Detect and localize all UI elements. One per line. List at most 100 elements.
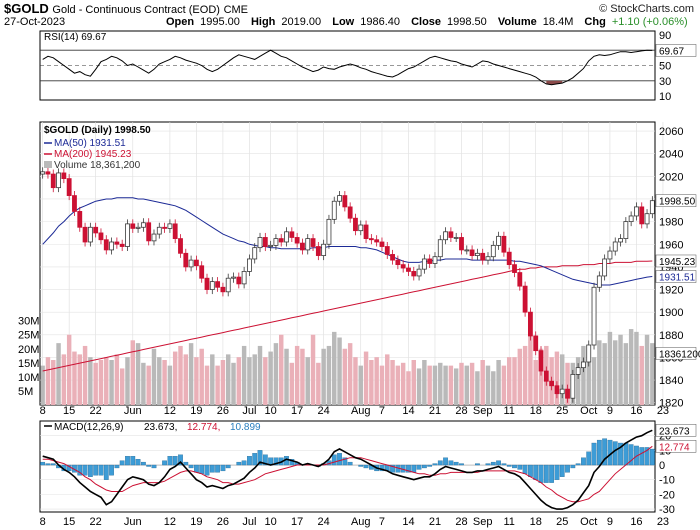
macd-histogram-bar: [162, 460, 167, 466]
volume-tick-label: 30M: [18, 316, 39, 328]
rsi-tick-label: 30: [659, 76, 671, 88]
price-tick-label: 2060: [659, 126, 683, 138]
brand-watermark: © StockCharts.com: [599, 3, 694, 15]
price-tick-label: 2040: [659, 149, 683, 161]
volume-bar: [586, 348, 591, 405]
price-x-tick-label: 7: [379, 405, 385, 417]
macd-histogram-bar: [109, 464, 114, 476]
candle-body: [172, 223, 178, 239]
price-tick-label: 1980: [659, 217, 683, 229]
candle-body: [464, 249, 470, 252]
volume-bar: [432, 365, 438, 405]
macd-histogram-bar: [538, 464, 544, 483]
price-x-tick-label: 28: [455, 405, 467, 417]
price-tick-label: 1920: [659, 285, 683, 297]
volume-bar: [469, 362, 475, 405]
rsi-value-tag-box: [655, 44, 697, 57]
volume-legend: Volume 18,361,200: [54, 160, 141, 171]
price-tick-label: 1820: [659, 398, 683, 410]
volume-bar: [109, 360, 114, 405]
volume-bar: [644, 334, 650, 405]
price-x-tick-label: 10: [265, 405, 277, 417]
volume-tick-label: 20M: [18, 344, 39, 356]
candle-body: [612, 241, 618, 252]
volume-bar: [204, 365, 210, 405]
candle-body: [549, 380, 555, 387]
macd-x-tick-label: 23: [657, 516, 669, 528]
macd-histogram-bar: [103, 464, 109, 480]
macd-x-tick-label: 8: [40, 516, 46, 528]
macd-histogram-bar: [225, 464, 231, 469]
volume-bar: [332, 331, 337, 405]
macd-histogram-bar: [570, 464, 576, 469]
open-label: Open: [166, 16, 195, 28]
macd-histogram-bar: [475, 463, 480, 466]
volume-bar: [247, 357, 252, 405]
price-tick-label: 2020: [659, 171, 683, 183]
volume-bar: [613, 340, 618, 405]
macd-histogram-bar: [183, 461, 189, 466]
macd-x-tick-label: 19: [190, 516, 202, 528]
candle-body: [257, 237, 263, 249]
candle-body: [87, 226, 93, 243]
macd-histogram-bar: [93, 464, 99, 476]
volume-bar: [119, 368, 125, 405]
volume-bar: [199, 348, 204, 405]
rsi-value-tag: 69.67: [659, 46, 684, 57]
macd-histogram-bar: [485, 463, 491, 466]
candle-body: [77, 211, 83, 228]
candle-body: [209, 281, 215, 290]
price-x-tick-label: 18: [530, 405, 542, 417]
price-tick-label: 1900: [659, 307, 683, 319]
volume-bar: [591, 357, 597, 405]
volume-tick-label: 15M: [18, 358, 39, 370]
open-value: 1995.00: [200, 16, 240, 28]
volume-bar: [565, 362, 570, 405]
price-x-tick-label: Jun: [124, 405, 142, 417]
volume-bar: [411, 360, 416, 405]
candle-body: [570, 374, 576, 399]
volume-bar: [300, 348, 305, 405]
volume-bar: [496, 360, 501, 405]
macd-histogram-bar: [618, 442, 623, 466]
volume-bar: [104, 357, 109, 405]
price-x-tick-label: 22: [90, 405, 102, 417]
candle-body: [649, 200, 655, 215]
candle-body: [538, 350, 544, 372]
volume-bar: [72, 351, 77, 405]
candle-body: [156, 226, 162, 235]
volume-bar: [634, 331, 639, 405]
macd-x-tick-label: 24: [318, 516, 330, 528]
macd-histogram-bar: [602, 438, 608, 466]
candle-body: [358, 224, 364, 232]
candle-body: [474, 252, 480, 256]
volume-bar: [337, 337, 342, 405]
candle-body: [443, 231, 448, 241]
ma50-value-tag: 1931.51: [659, 273, 696, 284]
macd-histogram-bar: [559, 464, 565, 477]
macd-tick-label: -20: [659, 489, 675, 501]
macd-histogram-bar: [151, 464, 157, 469]
candle-body: [634, 206, 639, 217]
candle-body: [305, 238, 311, 251]
macd-x-tick-label: 28: [455, 516, 467, 528]
volume-bar: [559, 354, 565, 405]
volume-label: Volume: [497, 16, 537, 28]
volume-bar: [512, 357, 517, 405]
volume-bar: [438, 362, 443, 405]
candle-body: [406, 267, 411, 272]
candle-body: [82, 226, 88, 243]
candle-body: [527, 311, 533, 337]
macd-value-tag: 23.673: [659, 426, 690, 437]
candle-body: [268, 244, 274, 247]
volume-bar: [491, 371, 496, 405]
macd-histogram-bar: [82, 464, 88, 476]
price-x-tick-label: 26: [217, 405, 229, 417]
macd-tick-label: 0: [659, 460, 665, 472]
candle-body: [45, 171, 51, 175]
macd-x-tick-label: 10: [265, 516, 277, 528]
price-x-tick-label: 8: [40, 405, 46, 417]
macd-x-tick-label: 26: [217, 516, 229, 528]
candle-body: [411, 271, 417, 277]
volume-bar: [618, 334, 623, 405]
